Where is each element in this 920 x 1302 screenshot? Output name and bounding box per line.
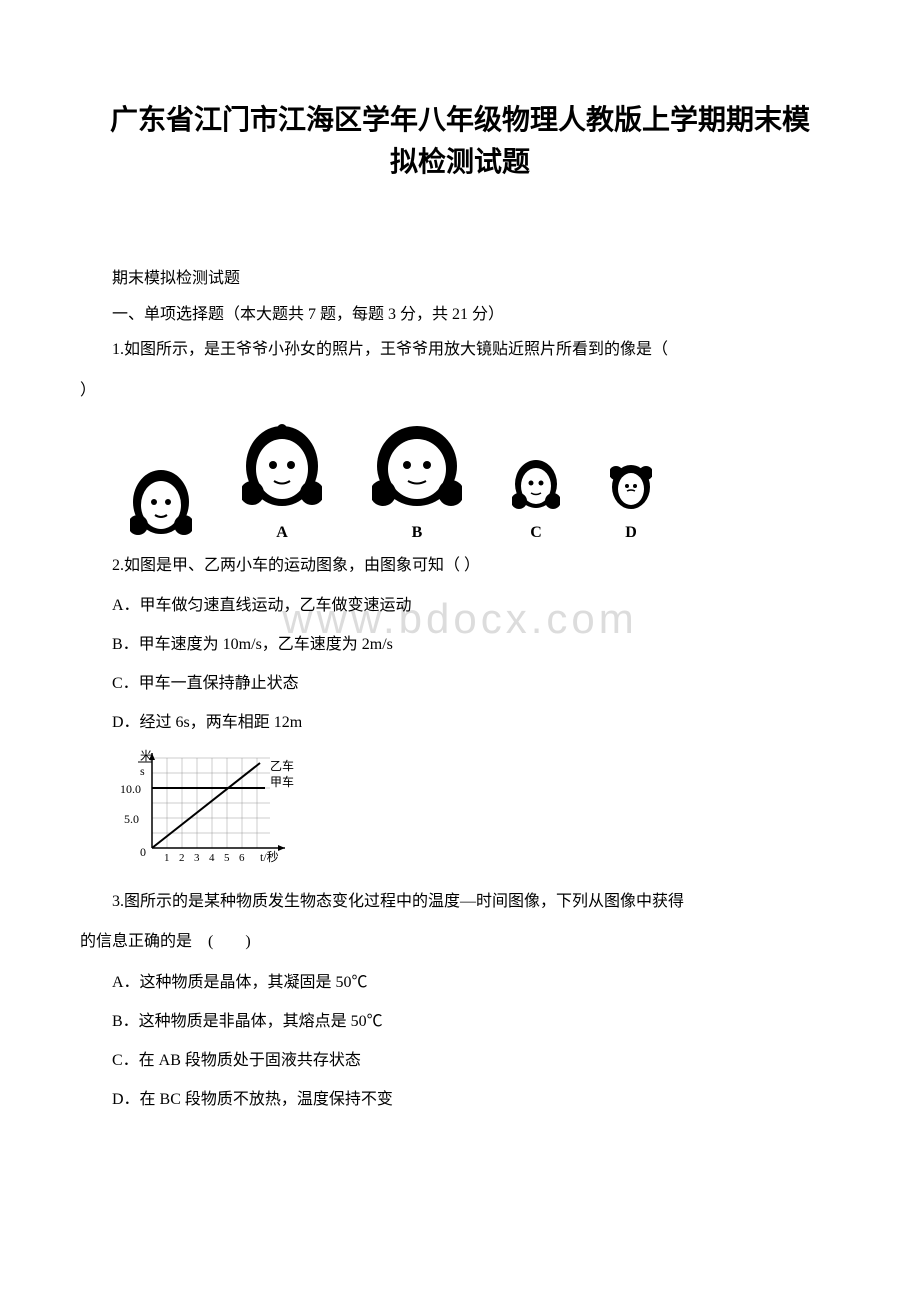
q2-opt-a: A．甲车做匀速直线运动，乙车做变速运动 [80, 592, 840, 621]
svg-text:2: 2 [179, 852, 185, 864]
face-b-icon [372, 421, 462, 516]
motion-chart-icon: 米 s 10.0 5.0 0 1 2 [110, 748, 320, 868]
q1-option-b: B [372, 421, 462, 542]
svg-text:t/秒: t/秒 [260, 850, 279, 864]
svg-text:乙车: 乙车 [270, 758, 294, 773]
face-d-icon [610, 461, 652, 516]
q3-opt-a: A．这种物质是晶体，其凝固是 50℃ [80, 969, 840, 998]
q2-stem: 2.如图是甲、乙两小车的运动图象，由图象可知（ ） [80, 552, 840, 581]
face-original-icon [130, 467, 192, 542]
svg-text:5.0: 5.0 [124, 812, 139, 826]
svg-text:米: 米 [140, 749, 152, 763]
q1-stem: 1.如图所示，是王爷爷小孙女的照片，王爷爷用放大镜贴近照片所看到的像是（ [80, 336, 840, 365]
svg-text:1: 1 [164, 852, 170, 864]
subtitle: 期末模拟检测试题 [80, 264, 840, 288]
q3-opt-d: D．在 BC 段物质不放热，温度保持不变 [80, 1086, 840, 1115]
q3-stem2: 的信息正确的是 ( ) [80, 928, 840, 957]
q1-figures: A B C [130, 421, 840, 542]
q1-label-b: B [412, 524, 423, 542]
q1-label-d: D [625, 524, 637, 542]
face-a-icon [242, 421, 322, 516]
svg-text:6: 6 [239, 852, 245, 864]
q2-opt-c: C．甲车一直保持静止状态 [80, 670, 840, 699]
svg-text:4: 4 [209, 852, 215, 864]
svg-text:3: 3 [194, 852, 200, 864]
section-1-header: 一、单项选择题（本大题共 7 题，每题 3 分，共 21 分） [80, 300, 840, 324]
svg-text:0: 0 [140, 845, 146, 859]
svg-text:甲车: 甲车 [270, 774, 294, 789]
q1-option-c: C [512, 456, 560, 542]
q2-chart: 米 s 10.0 5.0 0 1 2 [110, 748, 840, 873]
page-title: 广东省江门市江海区学年八年级物理人教版上学期期末模 拟检测试题 [80, 100, 840, 184]
face-c-icon [512, 456, 560, 516]
q1-option-d: D [610, 461, 652, 542]
q3-stem: 3.图所示的是某种物质发生物态变化过程中的温度—时间图像，下列从图像中获得 [80, 888, 840, 917]
q1-label-a: A [276, 524, 288, 542]
svg-text:10.0: 10.0 [120, 782, 141, 796]
q1-label-c: C [530, 524, 542, 542]
q3-opt-c: C．在 AB 段物质处于固液共存状态 [80, 1047, 840, 1076]
svg-text:s: s [140, 764, 145, 778]
svg-text:5: 5 [224, 852, 230, 864]
q1-original [130, 467, 192, 542]
q3-opt-b: B．这种物质是非晶体，其熔点是 50℃ [80, 1008, 840, 1037]
q2-opt-d: D．经过 6s，两车相距 12m [80, 709, 840, 738]
q2-opt-b: B．甲车速度为 10m/s，乙车速度为 2m/s [80, 631, 840, 660]
q1-option-a: A [242, 421, 322, 542]
q1-close: ） [80, 377, 840, 406]
